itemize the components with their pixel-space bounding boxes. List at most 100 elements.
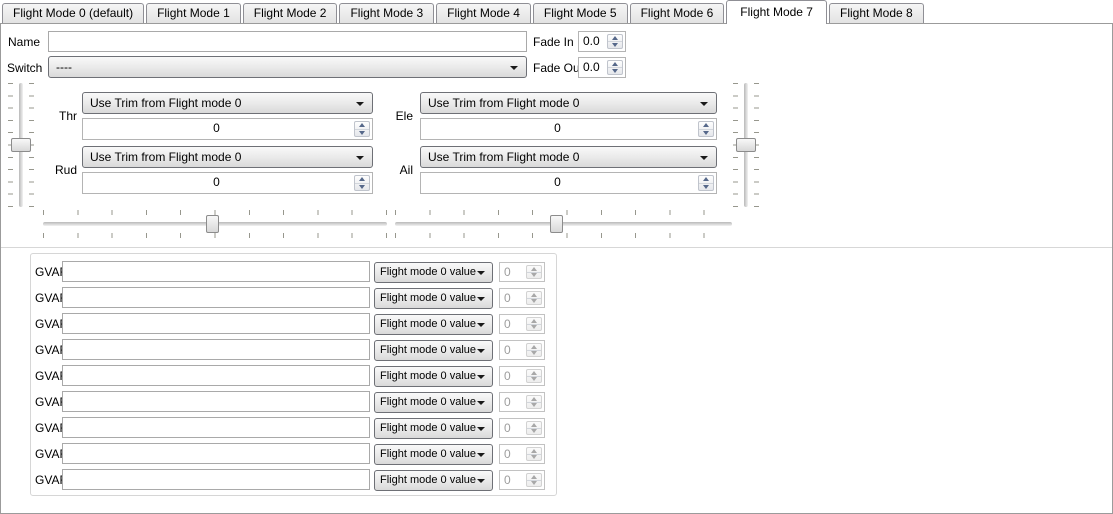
ele-trim-value-spinner[interactable]: 0 [420,118,717,140]
spin-up-icon[interactable] [355,122,369,130]
spin-down-icon[interactable] [355,130,369,137]
spin-up-icon[interactable] [355,176,369,184]
gvar2-value: 0 [504,291,511,305]
gvar3-spin-buttons [526,317,542,331]
spin-down-icon [527,403,541,409]
gvar6-value: 0 [504,395,511,409]
right-horizontal-trim-slider[interactable] [395,210,732,238]
switch-select[interactable]: ---- [48,56,527,78]
spin-down-icon[interactable] [355,184,369,191]
gvar1-name-input[interactable] [62,261,370,282]
gvar2-value-spinner: 0 [499,288,545,308]
tab-flight-mode-3[interactable]: Flight Mode 3 [339,3,435,23]
ail-trim-value-spinner[interactable]: 0 [420,172,717,194]
gvar6-mode-value: Flight mode 0 value [380,396,476,408]
gvar4-mode-select[interactable]: Flight mode 0 value [374,340,493,361]
gvar3-value-spinner: 0 [499,314,545,334]
name-label: Name [8,35,41,49]
spin-up-icon[interactable] [699,176,713,184]
fade-in-spinner[interactable]: 0.0 [578,31,626,52]
tab-flight-mode-4[interactable]: Flight Mode 4 [436,3,531,23]
gvar1-mode-value: Flight mode 0 value [380,266,476,278]
ele-trim-value[interactable]: 0 [554,121,561,135]
spin-up-icon[interactable] [699,122,713,130]
thr-spin-buttons [354,121,370,137]
switch-label: Switch [7,61,43,75]
tab-flight-mode-2[interactable]: Flight Mode 2 [242,3,338,23]
ele-trim-mode-select[interactable]: Use Trim from Flight mode 0 [420,92,717,114]
gvar9-mode-select[interactable]: Flight mode 0 value [374,470,493,491]
rud-trim-value[interactable]: 0 [213,175,220,189]
gvar3-mode-select[interactable]: Flight mode 0 value [374,314,493,335]
gvar9-name-input[interactable] [62,469,370,490]
gvar4-spin-buttons [526,343,542,357]
tab-flight-mode-5[interactable]: Flight Mode 5 [532,3,628,23]
fade-in-value[interactable]: 0.0 [583,34,600,48]
left-horizontal-trim-slider[interactable] [43,210,387,238]
gvar5-name-input[interactable] [62,365,370,386]
ail-trim-mode-select[interactable]: Use Trim from Flight mode 0 [420,146,717,168]
fade-out-value[interactable]: 0.0 [583,60,600,74]
spin-up-icon[interactable] [608,35,622,42]
thr-trim-value-spinner[interactable]: 0 [82,118,373,140]
gvar6-name-input[interactable] [62,391,370,412]
gvar4-name-input[interactable] [62,339,370,360]
gvar2-name-input[interactable] [62,287,370,308]
spin-down-icon[interactable] [608,42,622,48]
thr-trim-mode-value: Use Trim from Flight mode 0 [90,96,242,110]
gvar8-mode-select[interactable]: Flight mode 0 value [374,444,493,465]
gvar7-name-input[interactable] [62,417,370,438]
spin-up-icon [527,448,541,455]
right-vertical-trim-slider[interactable] [733,83,759,207]
spin-down-icon[interactable] [699,184,713,191]
gvar8-mode-value: Flight mode 0 value [380,448,476,460]
spin-down-icon [527,273,541,279]
gvar5-mode-select[interactable]: Flight mode 0 value [374,366,493,387]
gvar8-name-input[interactable] [62,443,370,464]
spin-up-icon [527,474,541,481]
rud-trim-mode-value: Use Trim from Flight mode 0 [90,150,242,164]
ail-trim-value[interactable]: 0 [554,175,561,189]
gvar1-mode-select[interactable]: Flight mode 0 value [374,262,493,283]
slider-handle[interactable] [206,215,219,233]
left-vertical-trim-slider[interactable] [8,83,34,207]
dropdown-arrow-icon [477,453,485,457]
spin-up-icon[interactable] [608,61,622,68]
spin-down-icon [527,455,541,461]
spin-down-icon[interactable] [608,68,622,74]
gvar7-mode-select[interactable]: Flight mode 0 value [374,418,493,439]
thr-trim-mode-select[interactable]: Use Trim from Flight mode 0 [82,92,373,114]
gvar2-mode-select[interactable]: Flight mode 0 value [374,288,493,309]
spin-down-icon [527,429,541,435]
tab-flight-mode-1[interactable]: Flight Mode 1 [146,3,241,23]
slider-handle[interactable] [11,138,31,152]
ail-label: Ail [399,163,413,177]
tab-flight-mode-7[interactable]: Flight Mode 7 [726,0,827,24]
gvar9-mode-value: Flight mode 0 value [380,474,476,486]
slider-tick-marks [395,210,732,215]
rud-trim-mode-select[interactable]: Use Trim from Flight mode 0 [82,146,373,168]
fade-out-spinner[interactable]: 0.0 [578,57,626,78]
dropdown-arrow-icon [356,102,364,106]
gvar3-name-input[interactable] [62,313,370,334]
gvar8-spin-buttons [526,447,542,461]
spin-down-icon[interactable] [699,130,713,137]
slider-handle[interactable] [550,215,563,233]
rud-trim-value-spinner[interactable]: 0 [82,172,373,194]
gvar6-mode-select[interactable]: Flight mode 0 value [374,392,493,413]
tab-flight-mode-0[interactable]: Flight Mode 0 (default) [2,3,145,23]
gvar2-mode-value: Flight mode 0 value [380,292,476,304]
tab-flight-mode-8[interactable]: Flight Mode 8 [828,3,924,23]
thr-trim-value[interactable]: 0 [213,121,220,135]
gvar7-value: 0 [504,421,511,435]
dropdown-arrow-icon [477,401,485,405]
tab-flight-mode-6[interactable]: Flight Mode 6 [629,3,725,23]
spin-down-icon [527,377,541,383]
ele-label: Ele [395,109,413,123]
slider-track [395,222,732,226]
gvar7-spin-buttons [526,421,542,435]
gvar6-spin-buttons [526,395,542,409]
slider-handle[interactable] [736,138,756,152]
name-input[interactable] [48,31,527,52]
